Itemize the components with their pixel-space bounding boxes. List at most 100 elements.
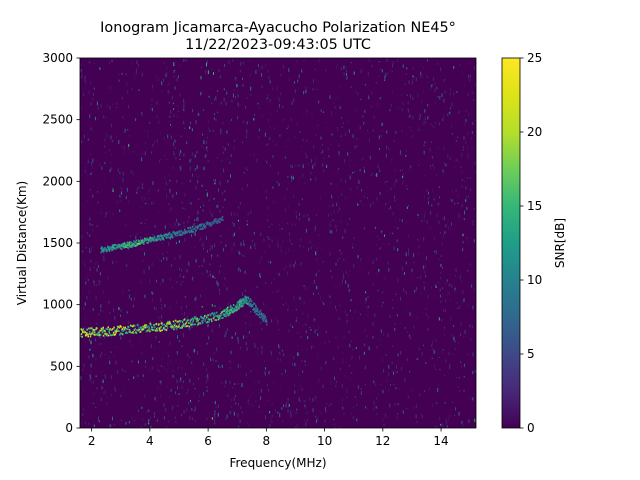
noise-cell: [214, 182, 216, 185]
noise-cell: [263, 360, 265, 362]
noise-cell: [277, 358, 279, 361]
noise-cell: [423, 121, 425, 125]
noise-cell: [286, 128, 288, 130]
noise-cell: [156, 101, 158, 105]
noise-cell: [168, 83, 170, 86]
noise-cell: [319, 190, 321, 194]
noise-cell: [286, 401, 288, 405]
noise-cell: [428, 387, 430, 391]
echo-cell: [208, 318, 211, 321]
noise-cell: [216, 413, 218, 416]
noise-cell: [276, 143, 278, 146]
noise-cell: [346, 396, 348, 400]
noise-cell: [254, 153, 255, 157]
echo-cell: [166, 322, 169, 324]
noise-cell: [468, 112, 469, 116]
noise-cell: [352, 172, 354, 174]
noise-cell: [281, 296, 283, 299]
noise-cell: [112, 260, 114, 265]
noise-cell: [465, 254, 467, 258]
echo-cell: [157, 238, 159, 241]
noise-cell: [302, 323, 304, 327]
noise-cell: [191, 128, 193, 132]
noise-cell: [151, 291, 153, 295]
noise-cell: [363, 204, 365, 207]
noise-cell: [353, 406, 354, 408]
noise-cell: [173, 152, 175, 156]
noise-cell: [186, 269, 188, 273]
noise-cell: [378, 74, 380, 78]
noise-cell: [219, 181, 221, 186]
noise-cell: [196, 151, 198, 154]
noise-cell: [421, 74, 423, 79]
echo-cell: [149, 322, 151, 325]
noise-cell: [150, 416, 151, 419]
echo-cell: [167, 236, 169, 239]
echo-cell: [182, 325, 184, 327]
noise-cell: [469, 188, 471, 192]
noise-cell: [104, 145, 106, 148]
noise-cell: [417, 277, 419, 279]
noise-cell: [306, 411, 308, 414]
noise-cell: [221, 382, 223, 384]
noise-cell: [89, 114, 91, 119]
noise-cell: [131, 412, 133, 415]
noise-cell: [434, 166, 435, 171]
noise-cell: [260, 321, 262, 325]
echo-cell: [211, 320, 213, 323]
noise-cell: [313, 127, 315, 129]
noise-cell: [386, 181, 388, 182]
noise-cell: [156, 115, 158, 119]
noise-cell: [372, 322, 374, 326]
noise-cell: [157, 189, 159, 193]
noise-cell: [203, 204, 205, 207]
noise-cell: [113, 308, 115, 312]
echo-cell: [169, 321, 171, 324]
noise-cell: [194, 223, 196, 227]
noise-cell: [320, 195, 322, 200]
noise-cell: [396, 365, 397, 369]
y-tick-label: 0: [65, 421, 73, 435]
noise-cell: [181, 201, 183, 204]
noise-cell: [110, 425, 112, 427]
noise-cell: [201, 92, 203, 95]
noise-cell: [384, 386, 386, 388]
noise-cell: [183, 121, 185, 125]
noise-cell: [302, 370, 304, 373]
echo-cell: [173, 324, 176, 327]
noise-cell: [285, 302, 287, 304]
noise-cell: [460, 216, 461, 220]
noise-cell: [446, 425, 448, 428]
noise-cell: [350, 285, 352, 287]
noise-cell: [292, 223, 294, 227]
noise-cell: [313, 165, 315, 170]
noise-cell: [365, 300, 367, 304]
noise-cell: [286, 303, 288, 306]
noise-cell: [423, 237, 425, 241]
noise-cell: [268, 261, 270, 263]
noise-cell: [394, 225, 396, 228]
noise-cell: [434, 368, 436, 371]
noise-cell: [206, 380, 208, 384]
noise-cell: [183, 333, 184, 338]
noise-cell: [242, 83, 244, 87]
noise-cell: [170, 124, 172, 126]
noise-cell: [332, 203, 334, 207]
echo-cell: [107, 326, 109, 329]
noise-cell: [93, 393, 94, 397]
noise-cell: [324, 285, 326, 287]
noise-cell: [225, 102, 227, 106]
noise-cell: [266, 161, 268, 164]
echo-cell: [149, 236, 151, 239]
noise-cell: [197, 378, 199, 380]
noise-cell: [412, 116, 414, 120]
noise-cell: [464, 210, 465, 215]
noise-cell: [340, 251, 342, 255]
echo-cell: [196, 226, 198, 228]
noise-cell: [85, 247, 87, 249]
noise-cell: [443, 114, 445, 119]
noise-cell: [112, 407, 114, 409]
echo-cell: [179, 234, 182, 236]
noise-cell: [228, 302, 229, 306]
noise-cell: [110, 351, 112, 354]
